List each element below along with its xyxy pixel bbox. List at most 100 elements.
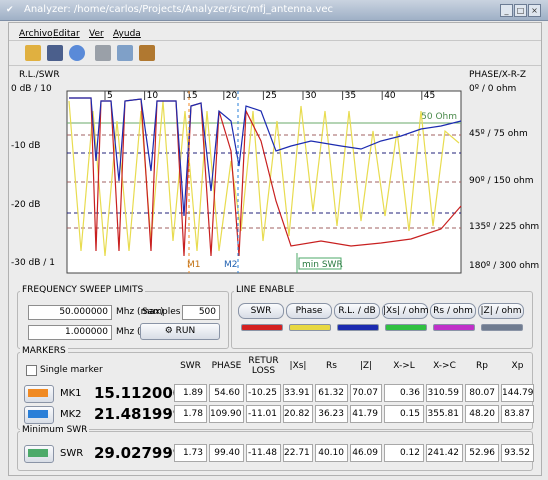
line-toggle-button[interactable]: Phase xyxy=(286,303,332,319)
value-cell: 0.36 xyxy=(384,384,424,402)
tick-label: 25 xyxy=(265,91,276,101)
sweep-group: FREQUENCY SWEEP LIMITS 50.000000 Mhz (ma… xyxy=(17,285,229,349)
client-area: R.L./SWR PHASE/X-R-Z 5 10 15 20 25 30 35 40 45 5… xyxy=(8,22,542,476)
right-axis-label: 0º / 0 ohm xyxy=(469,84,517,94)
line-toggle-button[interactable]: R.L. / dB xyxy=(334,303,380,319)
value-cell: 109.90 xyxy=(209,405,244,423)
value-cell: 40.10 xyxy=(315,444,348,462)
line-toggle-button[interactable]: SWR xyxy=(238,303,284,319)
window-menu-icon[interactable]: ✔ xyxy=(6,5,14,15)
column-header: X->L xyxy=(393,361,415,371)
settings-button[interactable] xyxy=(95,45,111,61)
separator xyxy=(9,40,541,41)
value-cell: 41.79 xyxy=(350,405,382,423)
right-axis-title: PHASE/X-R-Z xyxy=(469,70,527,80)
column-header: Rs xyxy=(326,361,337,371)
minimize-button[interactable]: _ xyxy=(500,4,513,17)
column-header: |Xs| xyxy=(289,361,307,371)
tick-label: 30 xyxy=(305,91,317,101)
value-cell: -11.01 xyxy=(246,405,281,423)
marker-label: M2 xyxy=(224,260,238,270)
left-axis-label: -10 dB xyxy=(11,141,41,151)
value-cell: 36.23 xyxy=(315,405,348,423)
left-axis-label: -20 dB xyxy=(11,200,41,210)
marker-frequency: 15.112000 xyxy=(94,384,184,402)
value-cell: 46.09 xyxy=(350,444,382,462)
markers-group: MARKERS Single marker SWR PHASE RETUR LOSS… xyxy=(17,346,534,430)
samples-input[interactable]: 500 xyxy=(182,305,220,320)
line-color-swatch xyxy=(289,324,331,331)
marker-label-box xyxy=(298,257,342,270)
maximize-button[interactable]: □ xyxy=(514,4,527,17)
marker-name: MK1 xyxy=(60,388,82,399)
tick-label: 35 xyxy=(345,91,356,101)
value-cell: 70.07 xyxy=(350,384,382,402)
column-header: SWR xyxy=(180,361,201,371)
max-frequency-input[interactable]: 50.000000 xyxy=(28,305,112,320)
unit-label: Mhz (max) xyxy=(116,307,164,317)
menu-item[interactable]: Ver xyxy=(89,29,104,39)
marker-frequency: 29.027999 xyxy=(94,444,184,462)
reference-label: 50 Ohm xyxy=(421,112,457,122)
line-toggle-button[interactable]: Rs / ohm xyxy=(430,303,476,319)
save-button[interactable] xyxy=(47,45,63,61)
value-cell: -10.25 xyxy=(246,384,281,402)
value-cell: 0.12 xyxy=(384,444,424,462)
marker-name: SWR xyxy=(60,448,84,459)
phase-curve xyxy=(68,100,460,257)
tick-label: 20 xyxy=(226,91,238,101)
column-header: Xp xyxy=(511,361,524,371)
left-axis-label: 0 dB / 10 xyxy=(11,84,52,94)
open-button[interactable] xyxy=(25,45,41,61)
group-title: Minimum SWR xyxy=(20,425,90,435)
help-button[interactable] xyxy=(69,45,85,61)
close-button[interactable]: × xyxy=(528,4,541,17)
value-cell: 33.91 xyxy=(283,384,313,402)
exit-button[interactable] xyxy=(139,45,155,61)
title-bar: ✔ Analyzer: /home/carlos/Projects/Analyz… xyxy=(0,0,548,21)
value-cell: 99.40 xyxy=(209,444,244,462)
menu-item[interactable]: Editar xyxy=(53,29,80,39)
left-axis-label: -30 dB / 1 xyxy=(11,258,55,268)
value-cell: 48.20 xyxy=(465,405,499,423)
menu-item[interactable]: Ayuda xyxy=(113,29,141,39)
print-button[interactable] xyxy=(117,45,133,61)
value-cell: -11.48 xyxy=(246,444,281,462)
group-title: LINE ENABLE xyxy=(234,285,297,295)
minimum-group: Minimum SWR SWR 29.027999 1.73 99.40 -11.48 2… xyxy=(17,425,534,471)
min-frequency-input[interactable]: 1.000000 xyxy=(28,325,112,340)
column-header: PHASE xyxy=(211,361,242,371)
value-cell: 1.73 xyxy=(174,444,207,462)
line-toggle-button[interactable]: |Z| / ohm xyxy=(478,303,524,319)
top-ticks: 5 10 15 20 25 30 35 40 45 xyxy=(104,91,435,101)
column-header: X->C xyxy=(433,361,456,371)
value-cell: 1.89 xyxy=(174,384,207,402)
value-cell: 355.81 xyxy=(426,405,463,423)
separator xyxy=(9,65,541,66)
marker-color xyxy=(28,449,48,457)
group-title: FREQUENCY SWEEP LIMITS xyxy=(20,285,146,295)
right-axis-label: 135º / 225 ohm xyxy=(469,222,540,232)
tick-label: 45 xyxy=(424,91,435,101)
plot: 5 10 15 20 25 30 35 40 45 50 Ohm M1 M2 min SWR xyxy=(66,90,462,274)
samples-label: Samples xyxy=(142,307,181,317)
value-cell: 83.87 xyxy=(501,405,534,423)
tick-label: 5 xyxy=(107,91,113,101)
swr-curve xyxy=(69,97,462,257)
marker-label: min SWR xyxy=(302,260,343,270)
line-color-swatch xyxy=(433,324,475,331)
value-cell: 80.07 xyxy=(465,384,499,402)
value-cell: 20.82 xyxy=(283,405,313,423)
line-toggle-button[interactable]: |Xs| / ohm xyxy=(382,303,429,319)
run-button[interactable]: ⚙ RUN xyxy=(140,323,220,340)
right-axis-label: 90º / 150 ohm xyxy=(469,176,534,186)
value-cell: 241.42 xyxy=(426,444,463,462)
column-header: |Z| xyxy=(359,361,373,371)
single-marker-checkbox[interactable] xyxy=(26,365,37,376)
value-cell: 22.71 xyxy=(283,444,313,462)
marker-label: M1 xyxy=(187,260,201,270)
marker-color xyxy=(28,389,48,397)
tick-label: 40 xyxy=(384,91,396,101)
menu-item[interactable]: Archivo xyxy=(19,29,53,39)
